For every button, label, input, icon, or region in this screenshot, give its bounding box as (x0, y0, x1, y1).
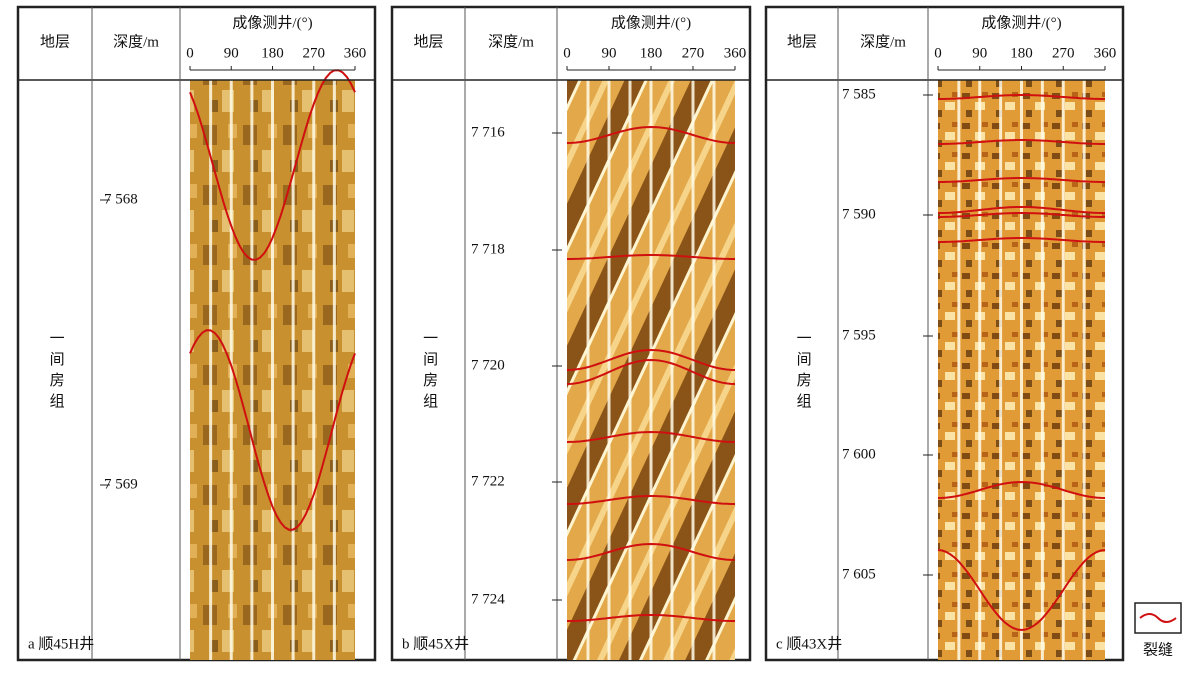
azimuth-tick-label: 90 (602, 45, 617, 61)
header: 深度/m (113, 33, 159, 50)
depth-tick-label: 7 722 (471, 473, 505, 489)
fracture-trace (567, 254, 735, 260)
pad-gap (1040, 80, 1044, 660)
azimuth-tick-label: 270 (303, 45, 326, 61)
depth-tick-label: 7 585 (842, 86, 876, 102)
pad-gap (209, 80, 213, 660)
fracture-trace (938, 94, 1105, 100)
depth-tick-label: 7 600 (842, 446, 876, 462)
azimuth-tick-label: 180 (261, 45, 284, 61)
pad-gap (999, 80, 1003, 660)
fracture-trace (938, 177, 1105, 183)
pad-gap (649, 80, 653, 660)
fracture-trace (567, 614, 735, 622)
fracture-trace (937, 480, 1106, 499)
pad-gap (332, 80, 336, 660)
fracture-trace (938, 139, 1105, 145)
pad-gap (1061, 80, 1065, 660)
azimuth-tick-label: 90 (224, 45, 239, 61)
header: 成像测井/(°) (611, 14, 691, 31)
pad-gap (1082, 80, 1086, 660)
azimuth-tick-label: 360 (724, 45, 747, 61)
pad-gap (250, 80, 254, 660)
caption: a 顺45H井 (28, 635, 94, 652)
depth-tick-label: 7 716 (471, 124, 505, 140)
azimuth-tick-label: 0 (186, 45, 194, 61)
pad-gap (957, 80, 961, 660)
azimuth-tick-label: 90 (972, 45, 987, 61)
pad-gap (607, 80, 611, 660)
fracture-trace (566, 430, 736, 443)
formation-label: 一间房组 (48, 330, 65, 414)
fracture-trace (938, 237, 1105, 243)
header: 成像测井/(°) (981, 14, 1061, 31)
panel: 地层 深度/m 成像测井/(°) 0 90 180 270 360 7 585 7 590 7 59… (764, 5, 1125, 662)
header: 地层 (40, 33, 70, 50)
depth-tick-label: 7 595 (842, 327, 876, 343)
caption: b 顺45X井 (402, 635, 469, 652)
depth-tick-label: 7 569 (104, 476, 138, 492)
fracture-trace (566, 348, 736, 371)
formation-label: 一间房组 (421, 330, 438, 414)
legend-swatch (1139, 613, 1177, 623)
header: 成像测井/(°) (232, 14, 312, 31)
header: 深度/m (860, 33, 906, 50)
depth-tick-label: 7 568 (104, 191, 138, 207)
pad-gap (271, 80, 274, 660)
header: 深度/m (488, 33, 534, 50)
azimuth-tick-label: 360 (1094, 45, 1117, 61)
legend-label: 裂缝 (1143, 641, 1173, 658)
azimuth-tick-label: 180 (640, 45, 663, 61)
depth-tick-label: 7 724 (471, 591, 505, 607)
depth-tick-label: 7 720 (471, 357, 505, 373)
pad-gap (712, 80, 716, 660)
depth-tick-label: 7 590 (842, 206, 876, 222)
panel: 地层 深度/m 成像测井/(°) 0 90 180 270 360 7 716 7 718 7 72… (390, 5, 752, 662)
pad-gap (1020, 80, 1023, 660)
pad-gap (312, 80, 316, 660)
legend: 裂缝 (1134, 602, 1182, 658)
pad-gap (586, 80, 590, 660)
pad-gap (628, 80, 632, 660)
pad-gap (229, 80, 233, 660)
pad-gap (670, 80, 674, 660)
fracture-trace (189, 329, 356, 531)
header: 地层 (787, 33, 817, 50)
caption: c 顺43X井 (776, 635, 842, 652)
azimuth-tick-label: 270 (1052, 45, 1075, 61)
panel: 地层 深度/m 成像测井/(°) 0 90 180 270 360 7 568 7 569 一间房组… (16, 5, 377, 662)
azimuth-tick-label: 360 (344, 45, 367, 61)
formation-label: 一间房组 (795, 330, 812, 414)
azimuth-tick-label: 0 (563, 45, 571, 61)
fracture-trace (566, 542, 736, 561)
fracture-trace (566, 125, 736, 144)
fracture-trace (189, 69, 356, 261)
fracture-trace (937, 549, 1106, 632)
azimuth-tick-label: 270 (682, 45, 705, 61)
depth-tick-label: 7 605 (842, 566, 876, 582)
fracture-trace (567, 495, 735, 505)
azimuth-tick-label: 0 (934, 45, 942, 61)
depth-tick-label: 7 718 (471, 241, 505, 257)
fracture-trace (938, 212, 1105, 218)
pad-gap (291, 80, 295, 660)
header: 地层 (413, 33, 443, 50)
pad-gap (978, 80, 982, 660)
azimuth-tick-label: 180 (1010, 45, 1033, 61)
fracture-trace (938, 206, 1105, 214)
pad-gap (691, 80, 695, 660)
fracture-trace (566, 358, 736, 385)
